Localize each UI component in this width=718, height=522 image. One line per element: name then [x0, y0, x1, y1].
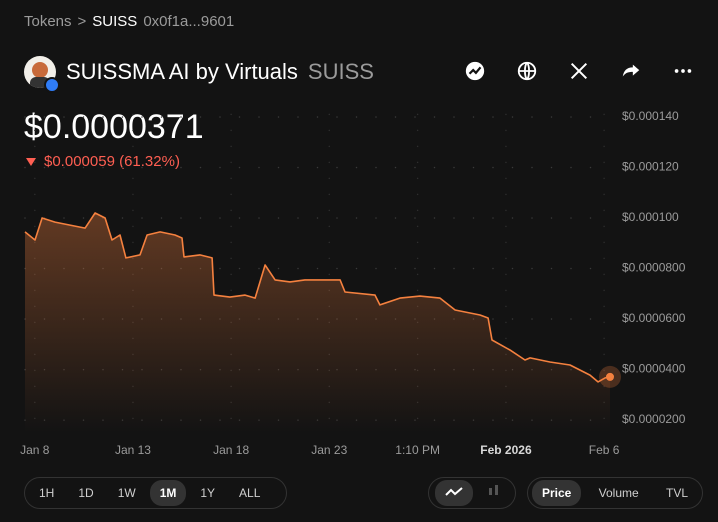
change-text: $0.000059 (61.32%) — [44, 153, 180, 170]
token-name: SUISSMA AI by Virtuals — [66, 59, 298, 84]
x-icon[interactable] — [568, 60, 590, 82]
toggle-button[interactable]: 1M — [149, 480, 187, 506]
x-tick-label: Jan 8 — [20, 443, 50, 457]
token-symbol: SUISS — [307, 59, 374, 84]
candle-style-button[interactable] — [487, 484, 501, 503]
x-tick-label: Jan 23 — [311, 443, 347, 457]
price: $0.0000371 — [24, 108, 204, 146]
toggle-button[interactable]: Price — [532, 480, 582, 506]
end-point — [606, 372, 614, 381]
area-fill — [25, 213, 610, 433]
y-tick-label: $0.0000200 — [622, 412, 686, 426]
price-line — [24, 212, 611, 383]
y-tick-label: $0.000140 — [622, 109, 679, 123]
x-tick-label: 1:10 PM — [395, 443, 440, 457]
x-tick-label: Jan 13 — [115, 443, 151, 457]
toggle-button[interactable]: 1Y — [200, 486, 216, 500]
toggle-button[interactable]: Volume — [598, 486, 639, 500]
chart-style-toggle — [428, 477, 516, 509]
share-icon[interactable] — [620, 60, 642, 82]
chart: $0.000140 $0.000120 $0.000100 $0.0000800 $0.… — [20, 109, 686, 457]
line-style-button[interactable] — [435, 480, 473, 506]
y-tick-label: $0.0000400 — [622, 362, 686, 376]
breadcrumb-address[interactable]: 0x0f1a...9601 — [143, 13, 235, 30]
y-tick-label: $0.0000800 — [622, 261, 686, 275]
website-icon[interactable] — [516, 60, 538, 82]
toggle-button[interactable]: TVL — [665, 486, 688, 500]
breadcrumb-root[interactable]: Tokens — [24, 13, 72, 30]
toggle-button[interactable]: ALL — [239, 486, 261, 500]
explorer-icon[interactable] — [464, 60, 486, 82]
toggle-button[interactable]: 1W — [117, 486, 136, 500]
x-tick-label: Jan 18 — [213, 443, 249, 457]
chain-badge — [44, 77, 60, 93]
down-arrow — [26, 157, 36, 166]
breadcrumb: Tokens > SUISS 0x0f1a...9601 — [24, 13, 234, 30]
price-change: $0.000059 (61.32%) — [26, 153, 180, 170]
token-header: SUISSMA AI by Virtuals SUISS — [24, 56, 374, 88]
token-avatar — [24, 56, 56, 88]
y-tick-label: $0.000120 — [622, 160, 679, 174]
x-tick-label: Feb 6 — [589, 443, 620, 457]
chevron: > — [77, 13, 87, 30]
metric-selector: Price Volume TVL — [527, 477, 703, 509]
x-tick-label: Feb 2026 — [480, 443, 532, 457]
range-selector: 1H 1D 1W 1M 1Y ALL — [24, 477, 287, 509]
toggle-button[interactable]: 1H — [39, 486, 55, 500]
more-icon[interactable] — [672, 60, 694, 82]
y-tick-label: $0.000100 — [622, 210, 679, 224]
toggle-button[interactable]: 1D — [78, 486, 94, 500]
header-actions — [464, 60, 694, 82]
breadcrumb-symbol: SUISS — [92, 13, 138, 30]
y-tick-label: $0.0000600 — [622, 311, 686, 325]
